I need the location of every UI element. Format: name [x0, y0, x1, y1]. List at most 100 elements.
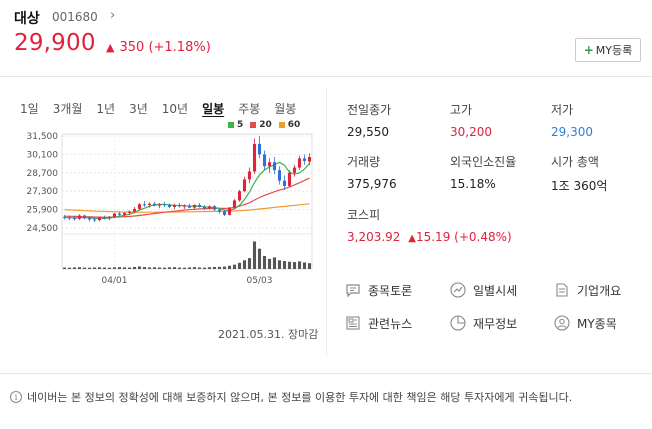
volume-bar — [307, 263, 312, 269]
menu-label: MY종목 — [577, 316, 617, 331]
divider — [0, 373, 652, 374]
kospi-change: 15.19 — [415, 230, 451, 244]
volume-bar — [287, 261, 292, 269]
ma-legend: 5 20 60 — [228, 120, 307, 130]
stat-value: 29,300 — [551, 125, 593, 139]
candle-body — [207, 206, 212, 209]
menu-label: 관련뉴스 — [368, 316, 413, 331]
menu-company[interactable]: 기업개요 — [553, 281, 621, 299]
legend-label: 60 — [287, 120, 301, 130]
plus-icon: + — [583, 43, 594, 57]
disclaimer-text: 네이버는 본 정보의 정확성에 대해 보증하지 않으며, 본 정보를 이용한 투… — [27, 391, 573, 404]
candle-body — [122, 212, 127, 215]
tab-10y[interactable]: 10년 — [161, 102, 189, 116]
candle-body — [157, 204, 162, 206]
candle-body — [297, 158, 302, 168]
volume-bar — [122, 267, 127, 269]
ma60-line — [64, 203, 310, 213]
volume-bar — [237, 262, 242, 269]
y-tick-label: 31,500 — [27, 132, 59, 142]
candle-body — [172, 205, 177, 207]
legend-swatch — [278, 122, 285, 128]
stat-market-cap: 시가 총액 1조 360억 — [551, 153, 607, 194]
legend-swatch — [250, 122, 257, 128]
menu-label: 일별시세 — [473, 283, 518, 298]
stat-label: 시가 총액 — [551, 155, 599, 169]
candle-body — [137, 204, 142, 209]
volume-bar — [92, 267, 97, 269]
stock-chart[interactable]: 31,500 30,100 28,700 27,300 25,900 24,500 04/0… — [0, 128, 326, 288]
up-arrow-icon: ▲ — [408, 233, 416, 244]
tab-weekly[interactable]: 주봉 — [238, 102, 261, 116]
volume-bar — [222, 266, 227, 269]
volume-bar — [162, 267, 167, 269]
divider — [326, 88, 327, 356]
market-close-label: 2021.05.31. 장마감 — [218, 328, 319, 341]
kospi-value: 3,203.92 — [347, 230, 401, 244]
volume-bar — [172, 267, 177, 269]
chevron-right-icon[interactable]: › — [110, 8, 116, 23]
candle-body — [262, 154, 267, 167]
tab-3m[interactable]: 3개월 — [52, 102, 83, 116]
menu-my-stocks[interactable]: MY종목 — [553, 314, 617, 332]
candle-body — [272, 162, 277, 171]
stat-prev-close: 전일종가 29,550 — [347, 101, 391, 139]
stock-code[interactable]: 001680 — [52, 10, 98, 24]
stat-foreign-ratio: 외국인소진율 15.18% — [450, 153, 516, 191]
change-percent: (+1.18%) — [148, 40, 211, 55]
volume-bar — [152, 267, 157, 269]
tab-1y[interactable]: 1년 — [96, 102, 116, 116]
menu-discussion[interactable]: 종목토론 — [344, 281, 412, 299]
my-register-button[interactable]: + MY등록 — [575, 38, 641, 62]
menu-financial[interactable]: 재무정보 — [449, 314, 517, 332]
stat-value: 1조 360억 — [551, 179, 608, 193]
volume-bar — [267, 258, 272, 269]
price-change: ▲ 350 (+1.18%) — [106, 40, 211, 55]
tab-1d[interactable]: 1일 — [20, 102, 39, 116]
tab-daily[interactable]: 일봉 — [202, 102, 225, 116]
x-tick-label: 04/01 — [102, 276, 128, 286]
volume-bar — [247, 258, 252, 269]
volume-bar — [197, 267, 202, 269]
disclaimer: i 네이버는 본 정보의 정확성에 대해 보증하지 않으며, 본 정보를 이용한… — [10, 389, 572, 405]
tab-3y[interactable]: 3년 — [129, 102, 148, 116]
menu-news[interactable]: 관련뉴스 — [344, 314, 412, 332]
legend-label: 20 — [259, 120, 272, 130]
volume-bar — [252, 241, 257, 269]
y-tick-label: 30,100 — [27, 150, 59, 160]
candle-body — [62, 216, 67, 218]
document-icon — [553, 281, 571, 299]
y-tick-label: 24,500 — [27, 224, 59, 234]
volume-bar — [132, 266, 137, 269]
volume-bar — [127, 267, 132, 269]
candle-body — [102, 217, 107, 219]
candle-body — [237, 191, 242, 201]
volume-bar — [112, 267, 117, 269]
volume-bar — [117, 267, 122, 269]
stat-value: 375,976 — [347, 177, 397, 191]
volume-bar — [157, 267, 162, 269]
candle-body — [232, 200, 237, 208]
stock-name[interactable]: 대상 — [14, 11, 40, 27]
tab-monthly[interactable]: 월봉 — [274, 102, 297, 116]
stat-label: 거래량 — [347, 155, 381, 169]
candle-body — [162, 204, 167, 206]
divider — [0, 76, 652, 77]
volume-bar — [292, 262, 297, 269]
candle-body — [287, 172, 292, 186]
volume-bar — [77, 267, 82, 269]
volume-bar — [272, 257, 277, 269]
volume-bar — [232, 264, 237, 269]
candle-body — [212, 206, 217, 210]
stat-label: 고가 — [450, 103, 473, 117]
menu-daily-price[interactable]: 일별시세 — [449, 281, 517, 299]
stat-label: 전일종가 — [347, 103, 392, 117]
candle-body — [147, 203, 152, 205]
volume-bar — [72, 267, 77, 269]
volume-bar — [262, 255, 267, 269]
stat-low: 저가 29,300 — [551, 101, 593, 139]
kospi-change-percent: (+0.48%) — [454, 230, 512, 244]
candle-body — [222, 211, 227, 215]
info-icon: i — [10, 391, 22, 403]
volume-bar — [182, 267, 187, 269]
